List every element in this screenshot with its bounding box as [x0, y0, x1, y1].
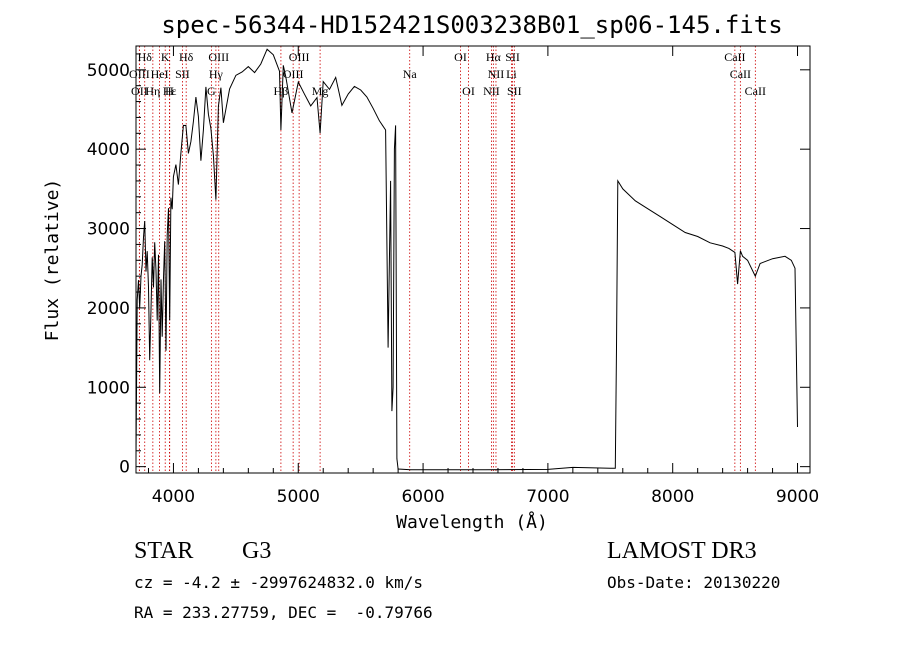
- line-label: CaII: [745, 84, 766, 98]
- line-label: Mg: [312, 84, 329, 98]
- line-label: CaII: [730, 67, 751, 81]
- observation-date: Obs-Date: 20130220: [607, 573, 781, 592]
- line-label: CaII: [724, 50, 745, 64]
- line-label: Li: [506, 67, 517, 81]
- x-tick-label: 8000: [651, 487, 694, 507]
- line-label: OI: [454, 50, 467, 64]
- x-tick-label: 5000: [277, 487, 320, 507]
- object-class: STAR: [134, 538, 194, 564]
- redshift-velocity: cz = -4.2 ± -2997624832.0 km/s: [134, 573, 423, 592]
- line-label: SII: [507, 84, 522, 98]
- y-axis-label: Flux (relative): [42, 179, 63, 342]
- line-label: Hα: [486, 50, 502, 64]
- line-label: Hδ: [179, 50, 194, 64]
- x-tick-label: 6000: [401, 487, 444, 507]
- plot-frame: [135, 45, 811, 474]
- line-label: Hε: [163, 84, 177, 98]
- line-label: Hη: [145, 84, 160, 98]
- y-tick-label: 5000: [87, 61, 130, 81]
- y-tick-label: 2000: [87, 299, 130, 319]
- line-label: HeI: [151, 67, 169, 81]
- chart-title: spec-56344-HD152421S003238B01_sp06-145.f…: [161, 11, 782, 39]
- y-axis-ticks: 0 1000 2000 3000 4000 5000: [87, 53, 810, 478]
- line-label: SII: [175, 67, 190, 81]
- x-tick-label: 7000: [526, 487, 569, 507]
- line-label: Na: [403, 67, 418, 81]
- survey-name: LAMOST DR3: [607, 538, 757, 564]
- y-tick-label: 1000: [87, 378, 130, 398]
- object-subclass: G3: [242, 538, 272, 564]
- line-label: OIII: [289, 50, 310, 64]
- line-label: G: [207, 84, 216, 98]
- y-tick-label: 3000: [87, 220, 130, 240]
- line-label: NII: [488, 67, 505, 81]
- line-label: OIII: [208, 50, 229, 64]
- line-label: OIII: [283, 67, 304, 81]
- x-tick-label: 9000: [776, 487, 819, 507]
- line-label: NII: [483, 84, 500, 98]
- line-marker-group: [138, 46, 756, 473]
- line-label: Hγ: [209, 67, 224, 81]
- line-label: Hβ: [274, 84, 289, 98]
- x-axis-ticks: 4000 5000 6000 7000 8000 9000: [147, 46, 819, 507]
- y-tick-label: 4000: [87, 140, 130, 160]
- line-label: OIII: [129, 67, 150, 81]
- line-label: OI: [462, 84, 475, 98]
- line-label: H: [165, 84, 174, 98]
- x-axis-label: Wavelength (Å): [396, 511, 548, 533]
- spectrum-line: [135, 48, 798, 471]
- line-label: SII: [505, 50, 520, 64]
- y-tick-label: 0: [119, 458, 130, 478]
- coordinates: RA = 233.27759, DEC = -0.79766: [134, 603, 433, 622]
- line-label: K: [161, 50, 170, 64]
- line-label: OII: [131, 84, 148, 98]
- line-label: Hδ: [138, 50, 153, 64]
- x-tick-label: 4000: [152, 487, 195, 507]
